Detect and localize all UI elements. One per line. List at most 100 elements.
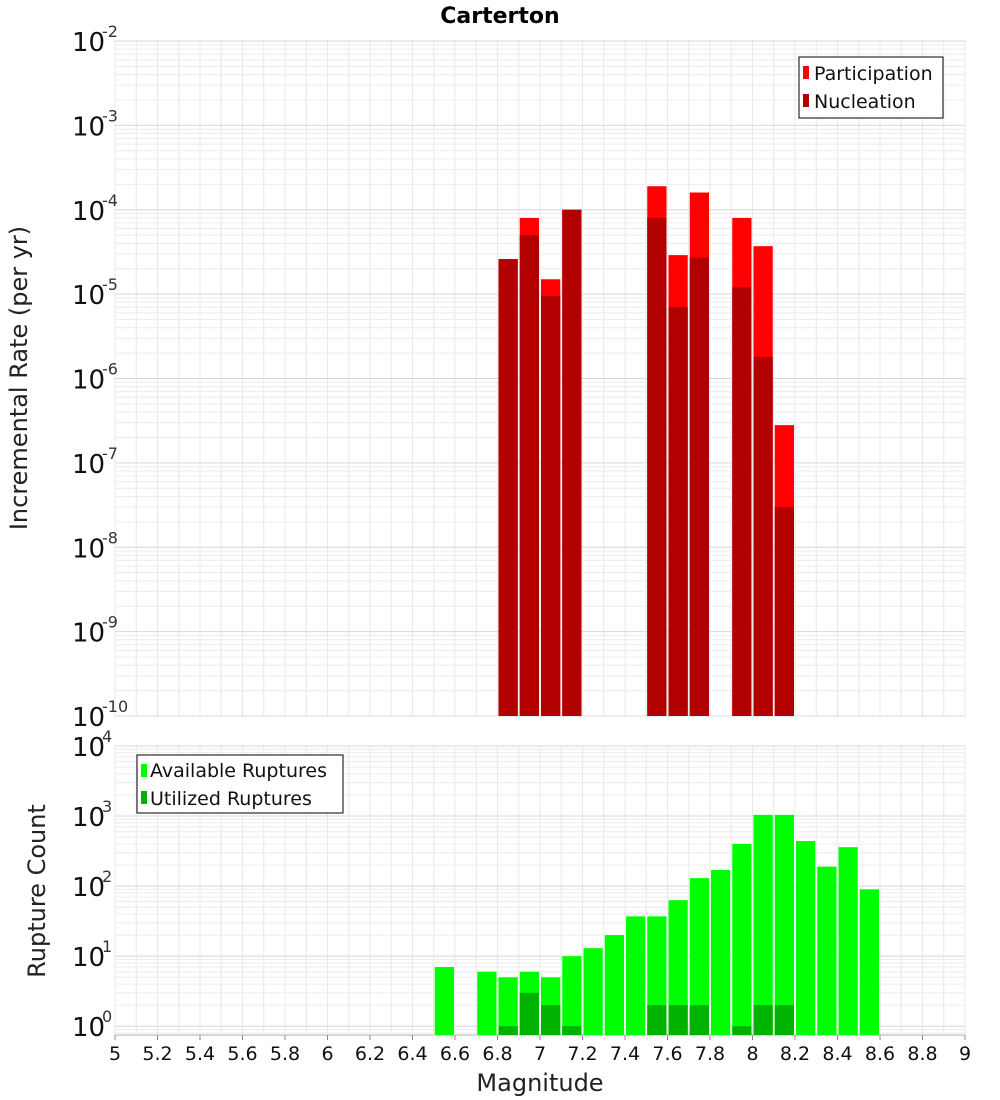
x-tick-8.8: 8.8	[907, 1043, 937, 1065]
top-y-tick--7: 10	[72, 450, 105, 480]
x-axis-label: Magnitude	[476, 1069, 603, 1097]
legend-label-participation: Participation	[814, 63, 933, 85]
x-tick-7.4: 7.4	[610, 1043, 640, 1065]
x-tick-5: 5	[109, 1043, 121, 1065]
x-tick-7.8: 7.8	[695, 1043, 725, 1065]
top-y-tick--3: 10	[72, 112, 105, 142]
bottom-y-axis-label: Rupture Count	[23, 804, 51, 978]
top-y-tick-exp--9: -9	[102, 613, 118, 632]
top-y-tick-exp--6: -6	[102, 360, 118, 379]
top-y-tick--10: 10	[72, 703, 105, 733]
bar-nucleation-7_15	[562, 209, 582, 716]
x-tick-7.6: 7.6	[652, 1043, 682, 1065]
bottom-y-tick-exp-0: 0	[102, 1007, 112, 1026]
bar-utilized-ruptures-7_05	[541, 1005, 561, 1035]
bar-nucleation-7_05	[541, 296, 561, 716]
x-tick-labels: 5 5.2 5.4 5.6 5.8 6 6.2 6.4 6.6 6.8 7 7.2 7.4 7.6 7.8 8…	[109, 1035, 971, 1065]
bar-available-ruptures-6_85	[498, 977, 518, 1035]
bar-utilized-ruptures-7_65	[668, 1005, 688, 1035]
x-tick-6.6: 6.6	[440, 1043, 470, 1065]
bar-utilized-ruptures-6_95	[519, 992, 539, 1035]
x-tick-5.8: 5.8	[270, 1043, 300, 1065]
bottom-y-tick-2: 10	[72, 873, 105, 903]
bottom-y-tick-1: 10	[72, 943, 105, 973]
bottom-y-tick-exp-2: 2	[102, 867, 112, 886]
bottom-y-tick-exp-3: 3	[102, 797, 112, 816]
legend-label-nucleation: Nucleation	[814, 91, 916, 113]
x-tick-8.2: 8.2	[780, 1043, 810, 1065]
bar-available-ruptures-8_15	[774, 814, 794, 1035]
top-y-tick-exp--10: -10	[102, 697, 128, 716]
top-y-tick-exp--7: -7	[102, 444, 118, 463]
x-tick-7: 7	[534, 1043, 546, 1065]
bottom-y-tick-0: 10	[72, 1013, 105, 1043]
bar-available-ruptures-7_65	[668, 900, 688, 1035]
x-tick-6.2: 6.2	[355, 1043, 385, 1065]
bar-utilized-ruptures-6_85	[498, 1026, 518, 1035]
bottom-series-available-ruptures	[434, 814, 879, 1035]
bar-available-ruptures-7_75	[689, 878, 709, 1035]
legend-label-utilized: Utilized Ruptures	[150, 788, 312, 810]
x-tick-5.4: 5.4	[185, 1043, 215, 1065]
top-y-tick--9: 10	[72, 619, 105, 649]
top-y-tick--5: 10	[72, 281, 105, 311]
bar-nucleation-7_65	[668, 307, 688, 716]
x-tick-5.6: 5.6	[227, 1043, 257, 1065]
bar-available-ruptures-8_35	[817, 866, 837, 1035]
bar-utilized-ruptures-8_15	[774, 1005, 794, 1035]
bar-nucleation-6_95	[519, 235, 539, 716]
top-y-tick--6: 10	[72, 366, 105, 396]
x-tick-8.6: 8.6	[865, 1043, 895, 1065]
x-tick-5.2: 5.2	[142, 1043, 172, 1065]
top-y-tick-exp--8: -8	[102, 528, 118, 547]
bar-utilized-ruptures-7_55	[647, 1005, 667, 1035]
bar-utilized-ruptures-8_05	[753, 1005, 773, 1035]
bar-nucleation-8_15	[774, 506, 794, 716]
top-y-tick-exp--3: -3	[102, 106, 118, 125]
bar-available-ruptures-8_05	[753, 814, 773, 1035]
bottom-y-tick-4: 10	[72, 733, 105, 763]
bottom-series-utilized-ruptures	[498, 992, 794, 1035]
bar-utilized-ruptures-7_95	[732, 1026, 752, 1035]
bar-available-ruptures-8_25	[796, 841, 816, 1035]
x-tick-7.2: 7.2	[567, 1043, 597, 1065]
bar-available-ruptures-6_75	[477, 971, 497, 1035]
x-tick-6: 6	[321, 1043, 333, 1065]
bottom-y-tick-exp-1: 1	[102, 937, 112, 956]
bar-available-ruptures-8_55	[859, 889, 879, 1035]
chart-title: Carterton	[440, 4, 559, 29]
bar-nucleation-6_85	[498, 259, 518, 716]
legend-swatch-available	[141, 764, 147, 777]
bar-nucleation-7_95	[732, 287, 752, 716]
top-y-tick--4: 10	[72, 197, 105, 227]
x-tick-6.8: 6.8	[482, 1043, 512, 1065]
legend-swatch-utilized	[141, 791, 147, 804]
x-tick-6.4: 6.4	[397, 1043, 427, 1065]
top-y-tick--8: 10	[72, 534, 105, 564]
x-tick-8.4: 8.4	[822, 1043, 852, 1065]
top-y-tick--2: 10	[72, 28, 105, 58]
bar-available-ruptures-7_25	[583, 948, 603, 1035]
bar-available-ruptures-6_55	[434, 967, 454, 1035]
bar-available-ruptures-7_35	[604, 935, 624, 1035]
top-y-tick-exp--2: -2	[102, 22, 118, 41]
bar-utilized-ruptures-7_15	[562, 1026, 582, 1035]
bar-available-ruptures-7_15	[562, 956, 582, 1035]
top-gridlines	[114, 40, 966, 717]
legend-swatch-participation	[803, 66, 809, 79]
bar-nucleation-8_05	[753, 356, 773, 716]
bottom-legend: Available Ruptures Utilized Ruptures	[136, 754, 344, 814]
bar-available-ruptures-8_45	[838, 847, 858, 1035]
x-tick-8: 8	[746, 1043, 758, 1065]
top-y-axis-label: Incremental Rate (per yr)	[5, 226, 33, 530]
bar-nucleation-7_55	[647, 217, 667, 716]
bar-available-ruptures-7_95	[732, 843, 752, 1035]
top-series-nucleation	[498, 209, 794, 716]
bar-available-ruptures-7_85	[711, 869, 731, 1035]
bar-available-ruptures-7_45	[626, 916, 646, 1035]
